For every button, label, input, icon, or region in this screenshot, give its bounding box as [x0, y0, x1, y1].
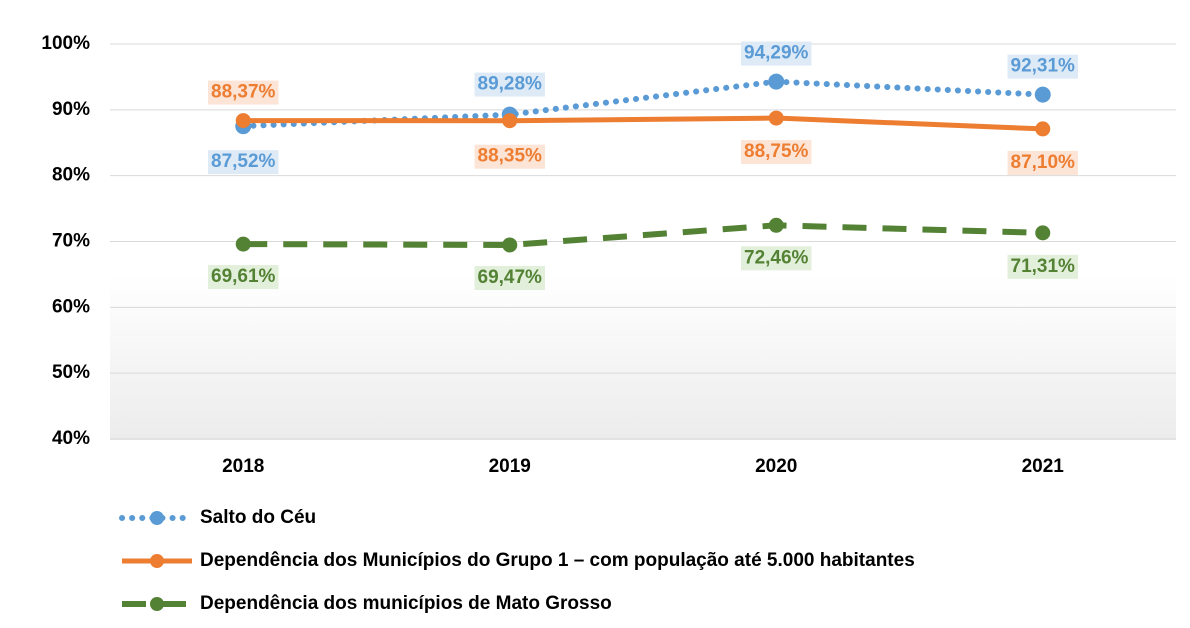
data-label-bg	[474, 265, 545, 290]
y-tick-label: 100%	[41, 33, 90, 54]
data-label-bg	[208, 265, 279, 290]
series-line	[243, 222, 1043, 248]
y-tick-label: 80%	[52, 165, 90, 186]
legend-label: Salto do Céu	[200, 507, 316, 528]
legend-label: Dependência dos Municípios do Grupo 1 – …	[200, 550, 915, 571]
x-tick-label: 2019	[489, 456, 531, 477]
data-label: 69,47%	[478, 267, 543, 288]
legend-marker	[150, 554, 164, 568]
y-tick-label: 90%	[52, 99, 90, 120]
y-tick-label: 40%	[52, 428, 90, 449]
data-label-bg	[1007, 150, 1078, 175]
series-line	[243, 115, 1043, 132]
legend-marker	[150, 511, 164, 525]
data-label: 88,37%	[211, 82, 276, 103]
data-label: 88,35%	[478, 146, 543, 167]
data-label-bg	[208, 80, 279, 105]
data-label-bg	[1007, 54, 1078, 79]
data-label: 71,31%	[1011, 256, 1076, 277]
point	[768, 110, 784, 126]
data-label-bg	[741, 140, 812, 165]
point	[768, 73, 785, 90]
data-label: 87,52%	[211, 151, 276, 172]
data-label: 94,29%	[744, 43, 809, 64]
data-label: 87,10%	[1011, 152, 1076, 173]
point	[235, 236, 251, 252]
data-label: 69,61%	[211, 266, 276, 287]
y-tick-label: 70%	[52, 231, 90, 252]
data-label: 89,28%	[478, 74, 543, 95]
y-tick-label: 60%	[52, 296, 90, 317]
legend-marker	[150, 597, 164, 611]
data-label-bg	[1007, 254, 1078, 279]
data-label-bg	[741, 246, 812, 271]
x-tick-label: 2020	[755, 456, 797, 477]
data-label: 88,75%	[744, 141, 809, 162]
point	[1034, 86, 1051, 103]
point	[1035, 121, 1051, 137]
data-label-bg	[208, 150, 279, 175]
point	[768, 217, 784, 233]
data-label-bg	[474, 72, 545, 97]
data-label-bg	[474, 144, 545, 169]
legend-label: Dependência dos municípios de Mato Gross…	[200, 593, 612, 614]
point	[235, 113, 251, 129]
data-label: 92,31%	[1011, 56, 1076, 77]
data-label: 72,46%	[744, 247, 809, 268]
x-tick-label: 2018	[222, 456, 264, 477]
data-label-bg	[741, 41, 812, 66]
x-tick-label: 2021	[1022, 456, 1065, 477]
y-tick-label: 50%	[52, 362, 90, 383]
point	[502, 113, 518, 129]
point	[1035, 225, 1051, 241]
point	[502, 237, 518, 253]
